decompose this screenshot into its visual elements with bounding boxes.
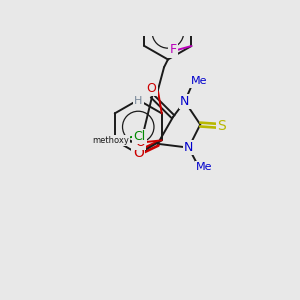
Text: F: F [169, 44, 176, 56]
Text: Cl: Cl [134, 130, 146, 143]
Text: O: O [135, 136, 145, 149]
Text: Me: Me [190, 76, 207, 86]
Text: Me: Me [196, 162, 212, 172]
Text: H: H [134, 96, 142, 106]
Text: O: O [147, 82, 157, 95]
Text: methoxy: methoxy [92, 136, 129, 145]
Text: N: N [180, 95, 189, 108]
Text: N: N [184, 141, 193, 154]
Text: O: O [133, 146, 144, 160]
Text: S: S [218, 119, 226, 133]
